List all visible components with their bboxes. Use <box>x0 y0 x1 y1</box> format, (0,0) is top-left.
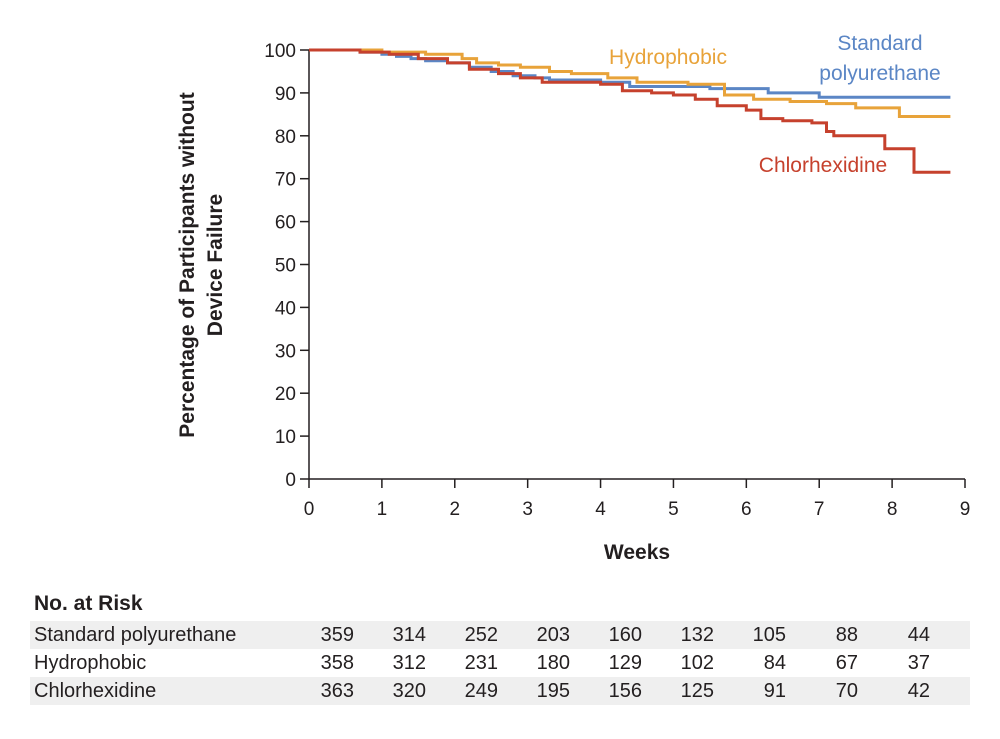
risk-cell: 67 <box>835 652 858 674</box>
risk-row-label: Hydrophobic <box>34 652 147 674</box>
risk-table: Standard polyurethane 359 314 252 203 160 132 1… <box>30 621 970 705</box>
y-tick-label: 0 <box>285 470 296 491</box>
risk-cell: 88 <box>786 621 858 649</box>
risk-cell: 129 <box>608 652 642 674</box>
y-tick-label: 100 <box>264 41 296 62</box>
risk-cell: 84 <box>763 652 786 674</box>
y-axis-title-line1: Percentage of Participants without <box>176 92 199 437</box>
series-label-standard-line1: Standard <box>837 32 922 55</box>
ticks-layer: 0 10 20 30 40 50 60 70 80 90 100 0 1 2 3 4 5 6 7 8 9 <box>264 41 970 520</box>
risk-cell: 363 <box>282 677 354 705</box>
x-tick-label: 7 <box>814 499 825 520</box>
risk-cell: 358 <box>320 652 354 674</box>
x-tick-label: 8 <box>887 499 898 520</box>
x-tick-label: 2 <box>449 499 460 520</box>
km-chart: 0 10 20 30 40 50 60 70 80 90 100 0 1 2 3 4 5 6 7 8 9 Hydroph… <box>176 32 970 564</box>
risk-row-spacer <box>930 621 970 649</box>
series-layer <box>309 48 951 174</box>
series-label-chlorhexidine: Chlorhexidine <box>759 154 887 177</box>
risk-cell: 160 <box>570 621 642 649</box>
series-line-chlorhexidine <box>309 48 951 174</box>
y-tick-label: 90 <box>275 84 296 105</box>
risk-row-label: Standard polyurethane <box>30 621 282 649</box>
risk-cell: 132 <box>642 621 714 649</box>
risk-row-label: Chlorhexidine <box>30 677 282 705</box>
risk-cell: 231 <box>464 652 498 674</box>
y-tick-label: 60 <box>275 213 296 234</box>
risk-cell: 252 <box>426 621 498 649</box>
x-tick-label: 6 <box>741 499 752 520</box>
x-axis-title: Weeks <box>604 541 670 564</box>
series-label-hydrophobic: Hydrophobic <box>609 46 727 69</box>
y-axis-title-line2: Device Failure <box>204 194 227 336</box>
risk-cell: 249 <box>426 677 498 705</box>
risk-cell: 91 <box>714 677 786 705</box>
risk-cell: 44 <box>858 621 930 649</box>
series-labels-layer: Hydrophobic Standard polyurethane Chlorh… <box>609 32 941 177</box>
y-tick-label: 80 <box>275 127 296 148</box>
risk-cell: 314 <box>354 621 426 649</box>
risk-cell: 37 <box>907 652 930 674</box>
risk-cell: 312 <box>392 652 426 674</box>
risk-row-spacer <box>930 677 970 705</box>
y-tick-label: 40 <box>275 298 296 319</box>
risk-cell: 102 <box>680 652 714 674</box>
risk-table-title: No. at Risk <box>34 592 143 615</box>
x-tick-label: 0 <box>304 499 315 520</box>
x-tick-label: 3 <box>522 499 533 520</box>
risk-cell: 195 <box>498 677 570 705</box>
risk-cell: 105 <box>714 621 786 649</box>
x-tick-label: 5 <box>668 499 679 520</box>
risk-cell: 156 <box>570 677 642 705</box>
risk-cell: 125 <box>642 677 714 705</box>
axes-layer <box>308 50 965 480</box>
risk-table-row: Hydrophobic 358 312 231 180 129 102 84 67 37 <box>30 649 970 677</box>
y-tick-label: 30 <box>275 341 296 362</box>
y-tick-label: 70 <box>275 170 296 191</box>
risk-row-spacer <box>930 649 970 677</box>
series-label-standard-line2: polyurethane <box>819 62 940 85</box>
y-tick-label: 50 <box>275 256 296 277</box>
risk-cell: 180 <box>536 652 570 674</box>
risk-table-row: Standard polyurethane 359 314 252 203 160 132 1… <box>30 621 970 649</box>
series-line-hydrophobic <box>309 48 951 118</box>
risk-cell: 320 <box>354 677 426 705</box>
risk-cell: 359 <box>282 621 354 649</box>
risk-cell: 203 <box>498 621 570 649</box>
x-tick-label: 9 <box>960 499 971 520</box>
risk-table-row: Chlorhexidine 363 320 249 195 156 125 91 70 42 <box>30 677 970 705</box>
y-tick-label: 20 <box>275 384 296 405</box>
y-tick-label: 10 <box>275 427 296 448</box>
risk-cell: 42 <box>858 677 930 705</box>
risk-cell: 70 <box>786 677 858 705</box>
x-tick-label: 1 <box>377 499 388 520</box>
x-tick-label: 4 <box>595 499 606 520</box>
